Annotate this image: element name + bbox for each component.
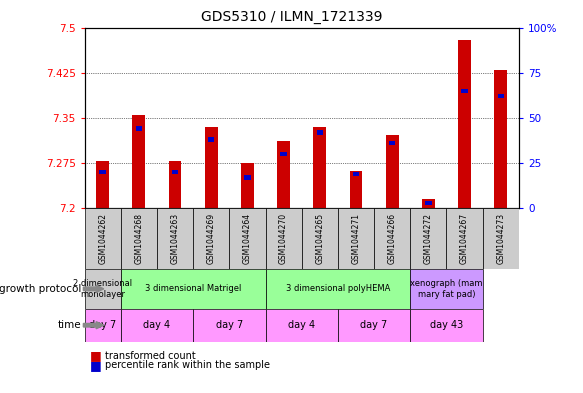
Text: GSM1044269: GSM1044269	[207, 213, 216, 264]
Text: day 7: day 7	[360, 320, 388, 330]
Bar	[483, 208, 519, 269]
Bar	[229, 208, 265, 269]
Bar	[458, 40, 471, 208]
Text: GSM1044264: GSM1044264	[243, 213, 252, 264]
Bar	[461, 88, 468, 93]
Text: growth protocol: growth protocol	[0, 284, 82, 294]
Bar	[265, 269, 410, 309]
Bar	[410, 269, 483, 309]
Text: time: time	[58, 320, 82, 330]
Bar	[241, 163, 254, 208]
Bar	[193, 309, 265, 342]
Bar	[136, 127, 142, 131]
Bar	[389, 141, 395, 145]
Text: xenograph (mam
mary fat pad): xenograph (mam mary fat pad)	[410, 279, 483, 299]
Text: 3 dimensional polyHEMA: 3 dimensional polyHEMA	[286, 285, 390, 293]
Bar	[278, 141, 290, 208]
Text: ■: ■	[90, 359, 102, 372]
Bar	[338, 309, 410, 342]
Text: day 4: day 4	[288, 320, 315, 330]
Bar	[353, 172, 359, 176]
Bar	[280, 152, 287, 156]
Bar	[386, 135, 399, 208]
Bar	[132, 115, 145, 208]
Text: GSM1044268: GSM1044268	[134, 213, 143, 264]
Bar	[157, 208, 193, 269]
Bar	[447, 208, 483, 269]
Bar	[317, 130, 323, 135]
Bar	[96, 161, 109, 208]
Bar	[338, 208, 374, 269]
Text: 3 dimensional Matrigel: 3 dimensional Matrigel	[145, 285, 241, 293]
Text: GSM1044272: GSM1044272	[424, 213, 433, 264]
Bar	[425, 200, 431, 205]
Text: GSM1044271: GSM1044271	[352, 213, 360, 264]
Text: day 7: day 7	[89, 320, 116, 330]
Bar	[205, 127, 217, 208]
Text: GSM1044265: GSM1044265	[315, 213, 324, 264]
Bar	[265, 309, 338, 342]
Bar	[168, 161, 181, 208]
Bar	[497, 94, 504, 99]
Bar	[302, 208, 338, 269]
Bar	[85, 208, 121, 269]
Bar	[350, 171, 362, 208]
Text: transformed count: transformed count	[105, 351, 196, 361]
Text: day 7: day 7	[216, 320, 243, 330]
Text: GDS5310 / ILMN_1721339: GDS5310 / ILMN_1721339	[201, 10, 382, 24]
Bar	[410, 309, 483, 342]
Bar	[410, 208, 447, 269]
Bar	[208, 137, 215, 142]
Bar	[99, 170, 106, 174]
Text: GSM1044263: GSM1044263	[170, 213, 180, 264]
Bar	[265, 208, 302, 269]
Text: GSM1044267: GSM1044267	[460, 213, 469, 264]
Bar	[494, 70, 507, 208]
Text: GSM1044262: GSM1044262	[98, 213, 107, 264]
Text: day 4: day 4	[143, 320, 170, 330]
Bar	[244, 175, 251, 180]
Bar	[85, 309, 121, 342]
Bar	[314, 127, 326, 208]
Bar	[422, 199, 435, 208]
Bar	[172, 170, 178, 174]
Text: 2 dimensional
monolayer: 2 dimensional monolayer	[73, 279, 132, 299]
Bar	[121, 208, 157, 269]
Bar	[121, 309, 193, 342]
Text: percentile rank within the sample: percentile rank within the sample	[105, 360, 270, 371]
Text: ■: ■	[90, 349, 102, 362]
Bar	[85, 269, 121, 309]
Text: GSM1044270: GSM1044270	[279, 213, 288, 264]
Text: GSM1044266: GSM1044266	[388, 213, 396, 264]
Text: GSM1044273: GSM1044273	[496, 213, 505, 264]
Bar	[374, 208, 410, 269]
Bar	[193, 208, 229, 269]
Bar	[121, 269, 265, 309]
Text: day 43: day 43	[430, 320, 463, 330]
